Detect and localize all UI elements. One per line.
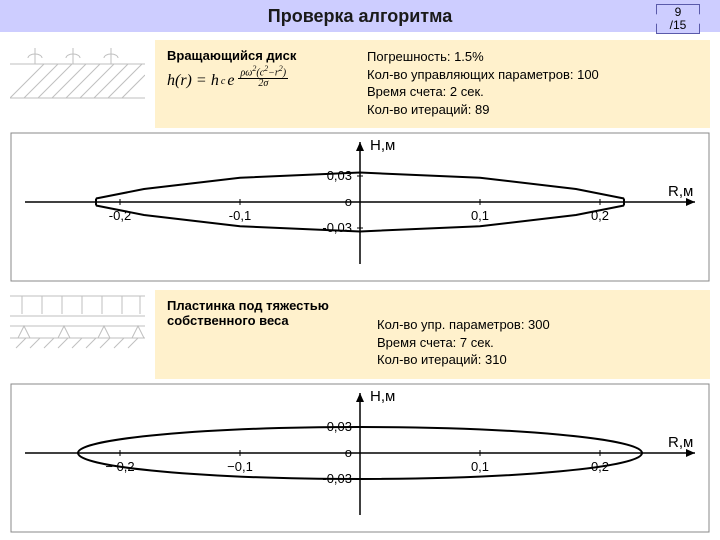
section-plate: Пластинка под тяжестью собственного веса… (10, 290, 710, 379)
svg-text:о: о (345, 194, 352, 209)
stats-2: Кол-во упр. параметров: 300 Время счета:… (377, 298, 698, 369)
slide-header: Проверка алгоритма 9 /15 (0, 0, 720, 32)
page-indicator: 9 /15 (656, 4, 700, 34)
schematic-rotating-disk (10, 40, 145, 102)
stat-line: Кол-во управляющих параметров: 100 (367, 66, 698, 84)
chart-2: Н,мR,м0,03о-0,03− 0,2−0,10,10,2 (10, 383, 710, 533)
stat-line: Кол-во итераций: 310 (377, 351, 698, 369)
stat-line: Погрешность: 1.5% (367, 48, 698, 66)
svg-text:Н,м: Н,м (370, 137, 395, 154)
svg-text:0,1: 0,1 (471, 208, 489, 223)
chart-1: Н,мR,м0,03о-0,03-0,2-0,10,10,2 (10, 132, 710, 282)
subtitle-1: Вращающийся диск (167, 48, 367, 63)
formula: h(r) = hc e ρω2(c2−r2) 2σ (167, 69, 367, 93)
section-rotating-disk: Вращающийся диск h(r) = hc e ρω2(c2−r2) … (10, 40, 710, 128)
stat-line: Время счета: 7 сек. (377, 334, 698, 352)
svg-text:-0,1: -0,1 (229, 208, 251, 223)
slide-title: Проверка алгоритма (0, 6, 720, 27)
svg-text:0,03: 0,03 (327, 168, 352, 183)
stat-line: Кол-во итераций: 89 (367, 101, 698, 119)
svg-text:R,м: R,м (668, 183, 693, 200)
info-box-1: Вращающийся диск h(r) = hc e ρω2(c2−r2) … (155, 40, 710, 128)
svg-text:−0,1: −0,1 (227, 459, 253, 474)
schematic-plate (10, 290, 145, 352)
stat-line: Кол-во упр. параметров: 300 (377, 316, 698, 334)
svg-text:R,м: R,м (668, 434, 693, 451)
subtitle-2: Пластинка под тяжестью собственного веса (167, 298, 377, 328)
page-number: 9 /15 (670, 6, 687, 32)
svg-text:Н,м: Н,м (370, 388, 395, 405)
stats-1: Погрешность: 1.5% Кол-во управляющих пар… (367, 48, 698, 118)
stat-line: Время счета: 2 сек. (367, 83, 698, 101)
info-box-2: Пластинка под тяжестью собственного веса… (155, 290, 710, 379)
svg-text:-0,03: -0,03 (322, 220, 352, 235)
svg-text:0,1: 0,1 (471, 459, 489, 474)
svg-text:о: о (345, 445, 352, 460)
